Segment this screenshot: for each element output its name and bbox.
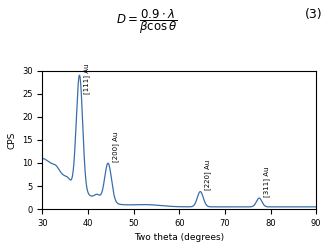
Text: [200] Au: [200] Au: [112, 131, 119, 162]
Text: $D=\dfrac{0.9\cdot\lambda}{\beta\cos\theta}$: $D=\dfrac{0.9\cdot\lambda}{\beta\cos\the…: [116, 8, 178, 36]
X-axis label: Two theta (degrees): Two theta (degrees): [134, 233, 224, 242]
Text: [311] Au: [311] Au: [263, 167, 270, 197]
Text: [111] Au: [111] Au: [83, 63, 90, 94]
Y-axis label: CPS: CPS: [7, 131, 17, 148]
Text: [220] Au: [220] Au: [204, 160, 211, 190]
Text: (3): (3): [305, 8, 323, 21]
